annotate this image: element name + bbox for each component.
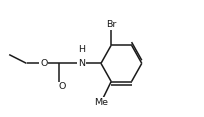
Text: H: H — [78, 45, 85, 54]
Text: Br: Br — [106, 20, 116, 29]
Text: N: N — [78, 59, 85, 68]
Text: Me: Me — [94, 98, 108, 107]
Text: O: O — [40, 59, 48, 68]
Text: O: O — [59, 82, 66, 91]
